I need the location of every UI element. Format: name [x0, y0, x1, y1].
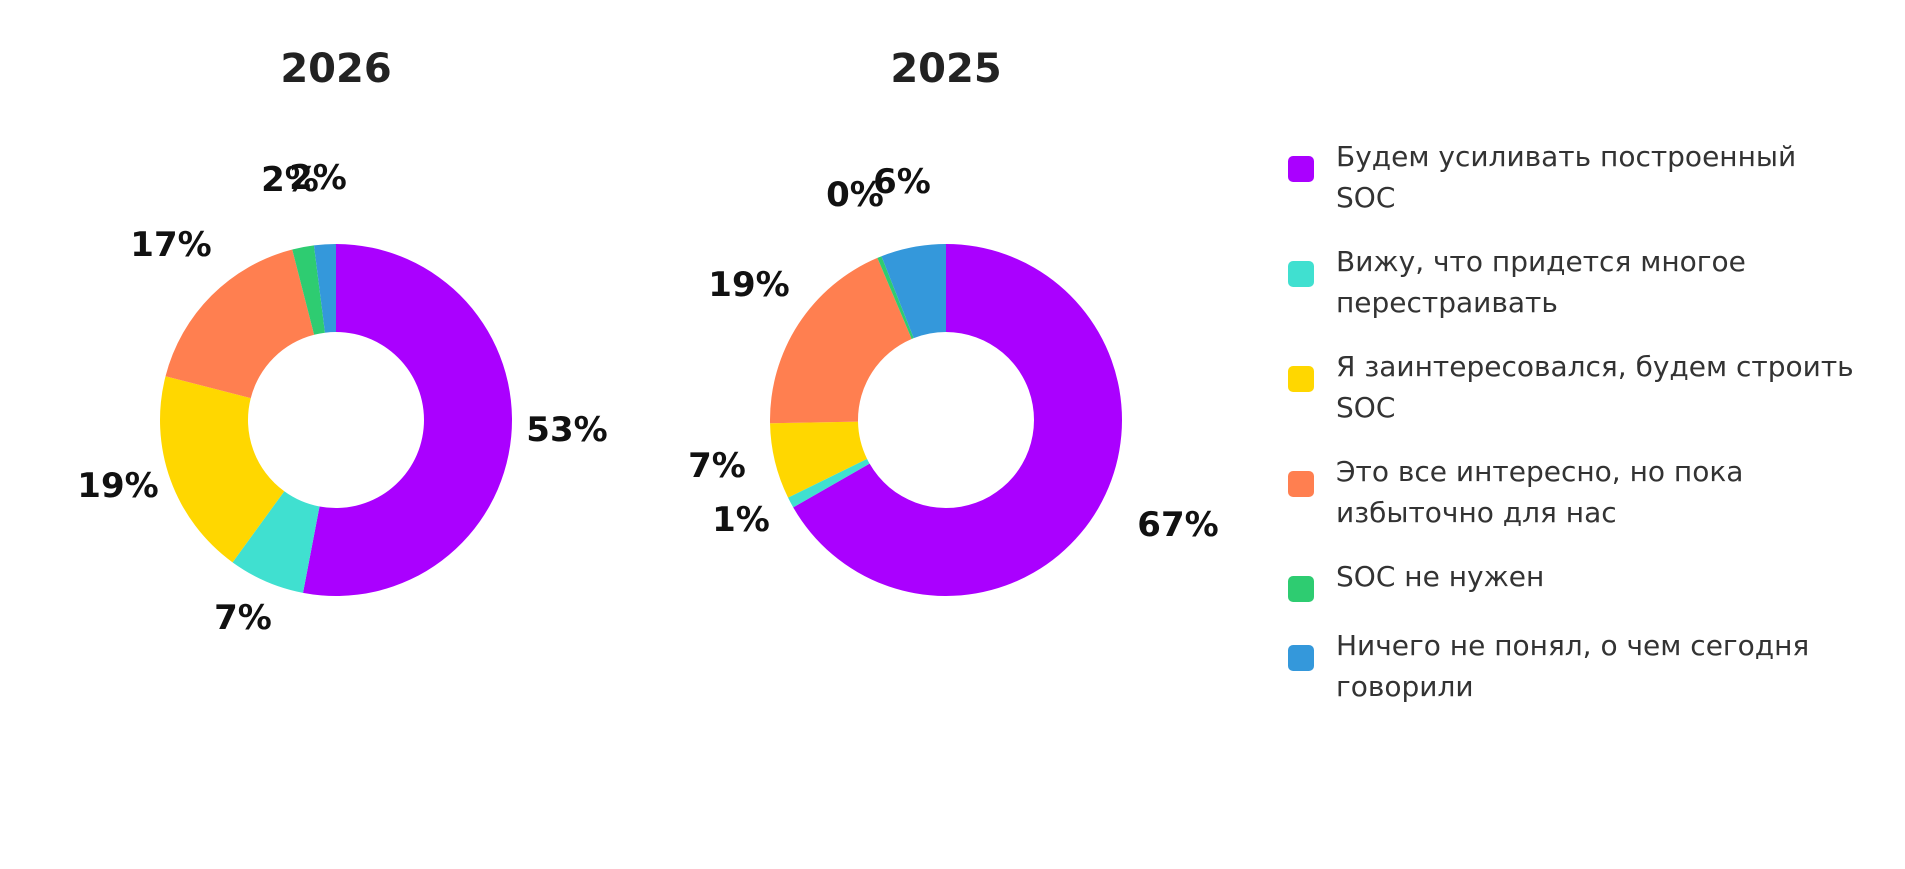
donut-slice	[303, 244, 512, 596]
donut-slice	[770, 257, 912, 424]
slice-data-label: 2%	[289, 158, 347, 198]
legend-swatch	[1288, 366, 1314, 392]
legend-item: Ничего не понял, о чем сегодня говорили	[1288, 625, 1888, 707]
legend-label: SOC не нужен	[1336, 560, 1545, 593]
legend-swatch	[1288, 261, 1314, 287]
slice-data-label: 6%	[873, 162, 931, 202]
slice-data-label: 17%	[130, 225, 211, 265]
legend-swatch	[1288, 576, 1314, 602]
donut-slice	[160, 376, 285, 563]
donut-chart-2026: 2026 53% 7% 19% 17% 2%2%	[77, 46, 607, 638]
donut-slice	[881, 244, 946, 339]
chart-title: 2026	[280, 46, 391, 92]
slice-data-label: 67%	[1137, 505, 1218, 545]
donut-chart-2025: 2025 67% 1% 7% 19% 0%6%	[688, 46, 1219, 596]
slice-data-label: 19%	[77, 466, 158, 506]
donut-slice	[793, 244, 1122, 596]
donut-slice	[788, 458, 870, 508]
legend-item: Вижу, что придется многое перестраивать	[1288, 241, 1888, 323]
slice-data-label: 53%	[526, 410, 607, 450]
donut-slice	[877, 256, 914, 339]
legend-label: Это все интересно, но пока избыточно для…	[1336, 455, 1744, 529]
donut-slice	[770, 421, 868, 498]
slice-data-label: 7%	[688, 446, 746, 486]
legend-swatch	[1288, 645, 1314, 671]
legend-swatch	[1288, 471, 1314, 497]
legend-item: Это все интересно, но пока избыточно для…	[1288, 451, 1888, 533]
donut-slice	[232, 491, 320, 593]
legend-label: Ничего не понял, о чем сегодня говорили	[1336, 629, 1810, 703]
legend-item: SOC не нужен	[1288, 556, 1888, 602]
slice-data-label: 1%	[712, 500, 770, 540]
chart-title: 2025	[890, 46, 1001, 92]
legend-item: Будем усиливать построенный SOC	[1288, 136, 1888, 218]
slice-data-label: 19%	[708, 265, 789, 305]
slice-data-label: 0%	[826, 175, 884, 215]
legend-label: Вижу, что придется многое перестраивать	[1336, 245, 1746, 319]
legend-label: Будем усиливать построенный SOC	[1336, 140, 1797, 214]
slice-data-label: 7%	[214, 598, 272, 638]
legend-label: Я заинтересовался, будем строить SOC	[1336, 350, 1854, 424]
legend: Будем усиливать построенный SOC Вижу, что…	[1288, 136, 1888, 730]
donut-slice	[292, 245, 325, 335]
slice-data-label: 2%	[261, 160, 319, 200]
legend-item: Я заинтересовался, будем строить SOC	[1288, 346, 1888, 428]
donut-slice	[313, 244, 336, 333]
charts-area: 2026 53% 7% 19% 17% 2%2% 2025 67% 1% 7% 19% 0%6%	[77, 46, 1219, 638]
donut-slice	[165, 249, 315, 399]
legend-swatch	[1288, 156, 1314, 182]
